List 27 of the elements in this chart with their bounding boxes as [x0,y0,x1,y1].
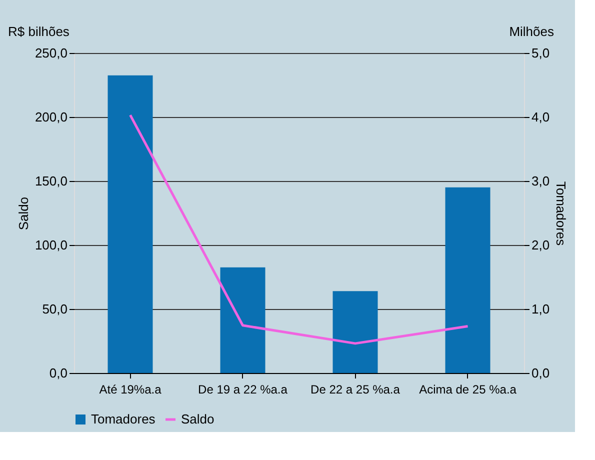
legend-label: Saldo [181,412,214,426]
legend-label: Tomadores [91,412,156,426]
y2-tick-label: 0,0 [532,366,550,380]
y-axis-title: Saldo [16,196,31,230]
bar [220,267,266,373]
x-tick-label: Até 19%a.a [99,382,162,396]
bar [332,291,378,373]
y-tick-label: 200,0 [34,110,68,124]
y-tick-label: 0,0 [49,366,68,380]
line-series [129,114,469,345]
y2-tick-label: 2,0 [532,238,550,252]
y2-tick-label: 5,0 [532,46,550,60]
y2-tick-label: 3,0 [532,174,550,188]
x-tick-label: De 22 a 25 %a.a [310,382,400,396]
y2-tick-label: 4,0 [532,110,550,124]
x-tick-label: De 19 a 22 %a.a [198,382,288,396]
text: Milhões [509,24,554,39]
text: R$ bilhões [8,24,70,39]
y2-axis-title: Tomadores [554,181,569,246]
y-tick-label: 100,0 [34,238,68,252]
y-tick-label: 50,0 [42,302,68,316]
y2-tick-label: 1,0 [532,302,550,316]
bar [108,75,153,373]
y-tick-label: 150,0 [34,174,68,188]
bar [445,187,490,373]
x-tick-label: Acima de 25 %a.a [419,382,517,396]
y-tick-label: 250,0 [34,46,68,60]
